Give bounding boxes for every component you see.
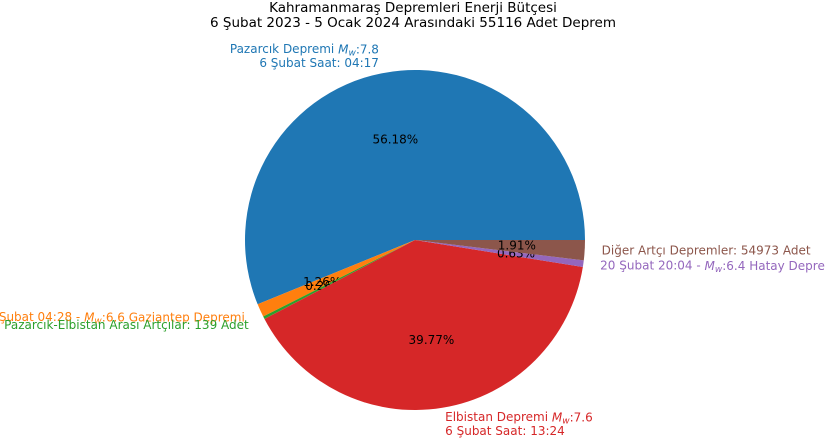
chart-title: Kahramanmaraş Depremleri Enerji Bütçesi	[269, 0, 557, 16]
pie-slice	[263, 240, 415, 320]
pie-slice	[257, 240, 415, 317]
slice-label: Pazarcık-Elbistan Arası Artçılar: 139 Ad…	[4, 318, 249, 332]
slice-label: 6 Şubat Saat: 13:24	[445, 424, 565, 438]
pct-label: 39.77%	[409, 333, 455, 347]
slice-label: Pazarcık Depremi Mw:7.8	[230, 42, 379, 58]
chart-subtitle: 6 Şubat 2023 - 5 Ocak 2024 Arasındaki 55…	[210, 15, 616, 31]
slice-label: Elbistan Depremi Mw:7.6	[445, 410, 593, 426]
pie-slice	[415, 240, 584, 268]
slice-label: Diğer Artçı Depremler: 54973 Adet	[602, 244, 811, 258]
pie-slice	[245, 70, 586, 305]
pct-label: 56.18%	[372, 132, 418, 146]
slice-label: 20 Şubat 20:04 - Mw:6.4 Hatay Depremi	[600, 259, 825, 275]
pie-slice	[415, 240, 585, 261]
slice-label: 6 Şubat 04:28 - Mw:6.6 Gaziantep Depremi	[0, 310, 245, 326]
slice-label: 6 Şubat Saat: 04:17	[259, 56, 379, 70]
pct-label: 1.91%	[498, 239, 536, 253]
pie-slice	[264, 240, 583, 411]
